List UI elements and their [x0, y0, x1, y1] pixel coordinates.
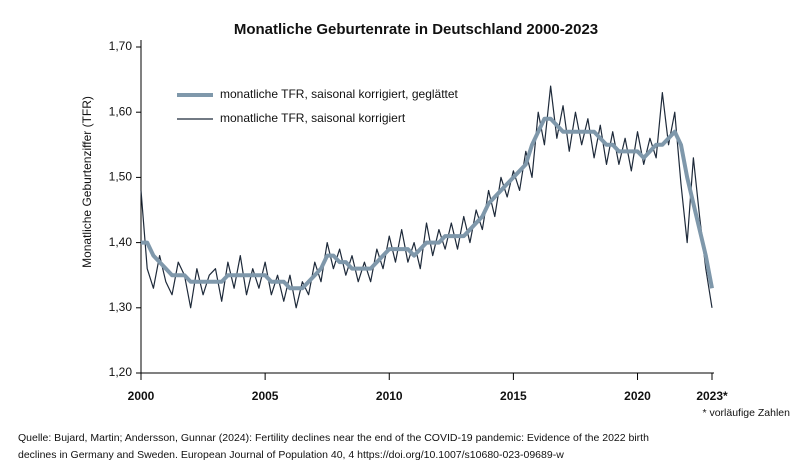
x-tick-label: 2020 — [624, 389, 651, 403]
x-tick-label: 2010 — [376, 389, 403, 403]
y-tick-label: 1,70 — [109, 39, 133, 53]
data-line — [141, 116, 714, 291]
note: * vorläufige Zahlen — [702, 407, 790, 419]
data-line — [140, 85, 713, 309]
y-tick-label: 1,40 — [109, 235, 133, 249]
y-tick-label: 1,20 — [109, 365, 133, 379]
y-tick-label: 1,50 — [109, 170, 133, 184]
x-tick-label: 2023* — [696, 389, 728, 403]
source: Quelle: Bujard, Martin; Andersson, Gunna… — [18, 432, 649, 444]
source: declines in Germany and Sweden. European… — [18, 449, 564, 461]
chart-title: Monatliche Geburtenrate in Deutschland 2… — [234, 21, 598, 38]
x-tick-label: 2000 — [128, 389, 155, 403]
legend-label: monatliche TFR, saisonal korrigiert — [220, 111, 406, 125]
y-tick-label: 1,60 — [109, 104, 133, 118]
x-tick-label: 2015 — [500, 389, 527, 403]
y-tick-label: 1,30 — [109, 300, 133, 314]
x-tick-label: 2005 — [252, 389, 279, 403]
legend-label: monatliche TFR, saisonal korrigiert, geg… — [220, 87, 459, 101]
y-axis-label: Monatliche Geburtenziffer (TFR) — [80, 96, 94, 268]
